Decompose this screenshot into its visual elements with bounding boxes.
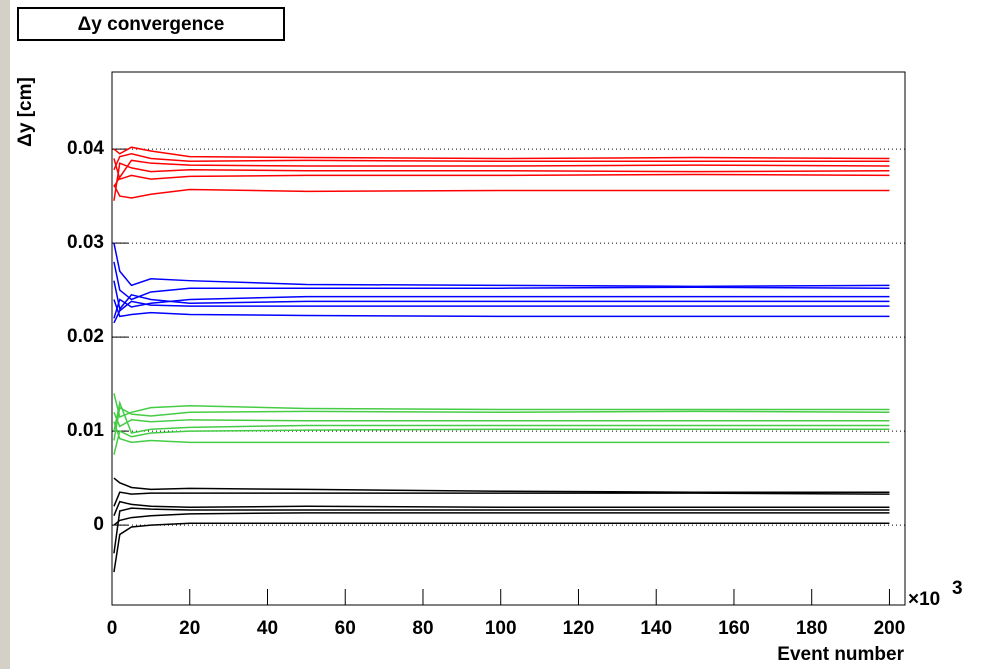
chart-title: Δy convergence: [78, 14, 225, 35]
x-multiplier: ×10: [908, 589, 940, 610]
x-tick-label: 180: [796, 618, 828, 639]
series-line: [113, 400, 890, 434]
x-tick-label: 120: [563, 618, 595, 639]
y-tick-label: 0.02: [67, 326, 104, 347]
series-line: [113, 261, 890, 301]
series-line: [113, 421, 890, 444]
x-multiplier-exponent: 3: [952, 578, 963, 599]
series-line: [113, 412, 890, 428]
y-tick-label: 0.04: [67, 138, 104, 159]
series-line: [113, 158, 890, 181]
y-tick-label: 0: [93, 514, 104, 535]
x-tick-label: 0: [107, 618, 118, 639]
series-line: [113, 159, 890, 188]
series-line: [113, 300, 890, 324]
x-tick-label: 200: [874, 618, 906, 639]
y-axis-label: Δy [cm]: [15, 77, 36, 147]
series-line: [113, 512, 890, 526]
x-tick-label: 60: [335, 618, 356, 639]
x-tick-label: 160: [718, 618, 750, 639]
y-tick-label: 0.01: [67, 420, 104, 441]
x-tick-label: 100: [485, 618, 517, 639]
y-tick-label: 0.03: [67, 232, 104, 253]
series-line: [113, 146, 890, 160]
series-line: [113, 491, 890, 507]
series-line: [113, 184, 890, 199]
series-line: [113, 500, 890, 516]
x-tick-label: 20: [179, 618, 200, 639]
series-line: [113, 522, 890, 573]
series-line: [113, 153, 890, 171]
x-tick-label: 140: [640, 618, 672, 639]
series-line: [113, 477, 890, 493]
series-line: [113, 299, 890, 318]
series-line: [113, 242, 890, 288]
x-tick-label: 80: [412, 618, 433, 639]
x-axis-label: Event number: [777, 644, 904, 665]
series-line: [113, 428, 890, 455]
series-line: [113, 507, 890, 554]
series-line: [113, 393, 890, 419]
series-line: [113, 295, 890, 319]
window-border: [0, 0, 10, 669]
series-line: [113, 162, 890, 201]
x-tick-label: 40: [257, 618, 278, 639]
series-line: [113, 280, 890, 311]
title-box: [17, 7, 285, 41]
series-line: [113, 406, 890, 441]
